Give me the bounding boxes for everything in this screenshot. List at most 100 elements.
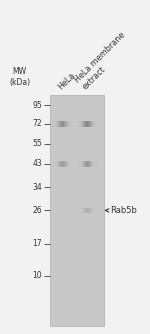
Bar [70,161,71,167]
Bar [95,161,96,167]
Bar [58,161,59,167]
Bar [54,161,55,167]
Bar [79,208,80,213]
Bar [55,161,56,167]
Bar [54,121,55,127]
Bar [84,121,85,127]
Bar [62,121,63,127]
Bar [57,161,58,167]
Bar [86,121,87,127]
Bar [58,161,59,167]
Bar [84,161,85,167]
Bar [72,121,73,127]
Bar [52,161,53,167]
Bar [76,121,77,127]
Bar [90,121,91,127]
Bar [62,161,63,167]
Bar [81,121,82,127]
Bar [92,208,93,213]
Bar [72,161,73,167]
Bar [81,161,82,167]
Bar [90,208,91,213]
Bar [67,121,68,127]
Bar [60,161,61,167]
Bar [79,121,80,127]
Bar [68,121,69,127]
Bar [96,208,97,213]
Bar [59,161,60,167]
Bar [53,161,54,167]
Bar [82,208,83,213]
Bar [92,161,93,167]
Bar [61,121,62,127]
Bar [55,161,56,167]
Bar [91,161,92,167]
Bar [93,161,94,167]
Text: 43: 43 [32,159,42,168]
Bar [81,208,82,213]
Bar [82,161,83,167]
Bar [93,208,94,213]
Bar [88,161,89,167]
Bar [85,208,86,213]
Bar [56,161,57,167]
Bar [80,121,81,127]
Bar [66,121,67,127]
Bar [58,121,59,127]
Bar [66,161,67,167]
Bar [87,208,88,213]
Bar [57,121,58,127]
Bar [61,161,62,167]
Bar [79,161,80,167]
Bar [57,161,58,167]
Bar [80,121,81,127]
Bar [53,121,54,127]
Bar [98,121,99,127]
Bar [52,121,53,127]
Bar [50,95,104,326]
Bar [61,121,62,127]
Bar [95,161,96,167]
Bar [96,121,97,127]
Bar [97,161,98,167]
Bar [61,161,62,167]
Bar [53,121,54,127]
Bar [79,121,80,127]
Text: 26: 26 [32,206,42,215]
Bar [92,208,93,213]
Bar [95,121,96,127]
Bar [85,121,86,127]
Text: HeLa: HeLa [56,71,76,92]
Text: 95: 95 [32,101,42,110]
Bar [70,121,71,127]
Bar [65,121,66,127]
Bar [94,161,95,167]
Bar [95,208,96,213]
Bar [76,121,77,127]
Bar [60,161,61,167]
Bar [73,121,74,127]
Bar [91,208,92,213]
Bar [94,208,95,213]
Bar [64,121,65,127]
Bar [97,208,98,213]
Bar [92,121,93,127]
Bar [77,121,78,127]
Bar [57,121,58,127]
Bar [84,121,85,127]
Text: 55: 55 [32,139,42,148]
Text: HeLa membrane
extract: HeLa membrane extract [73,31,135,92]
Bar [91,121,92,127]
Bar [77,208,78,213]
Text: MW
(kDa): MW (kDa) [9,67,30,87]
Bar [96,208,97,213]
Bar [55,121,56,127]
Bar [86,161,87,167]
Bar [80,208,81,213]
Bar [65,161,66,167]
Bar [85,121,86,127]
Bar [93,208,94,213]
Bar [89,208,90,213]
Bar [89,121,90,127]
Bar [83,121,84,127]
